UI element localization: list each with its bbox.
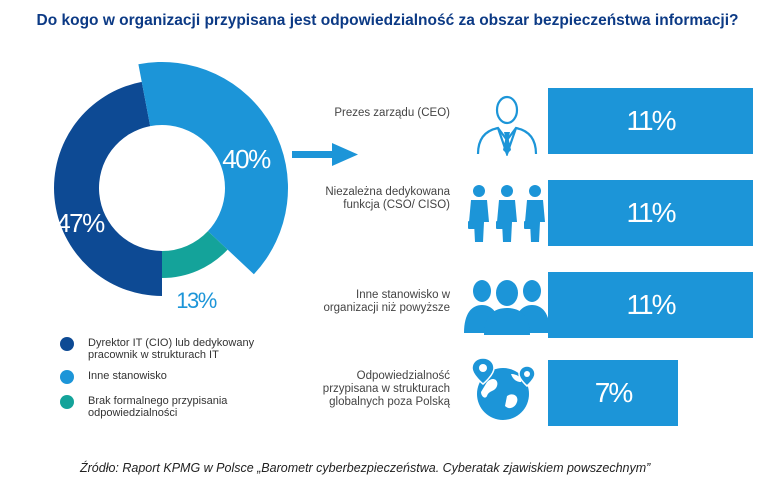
donut-slice-other [138, 61, 289, 275]
donut-value-label: 47% [56, 208, 105, 238]
chart-title: Do kogo w organizacji przypisana jest od… [36, 12, 739, 29]
legend-item-cio: Dyrektor IT (CIO) lub dedykowany pracown… [60, 337, 288, 361]
three-persons-icon [468, 185, 545, 242]
legend-swatch-light-blue [60, 370, 74, 384]
globe-pins-icon [471, 357, 536, 420]
bar-ceo: 11% [548, 88, 753, 154]
row-label-ceo: Prezes zarządu (CEO) [334, 107, 450, 119]
donut-value-label: 40% [222, 144, 271, 174]
legend-item-other: Inne stanowisko [60, 370, 288, 384]
donut-slice-none [162, 231, 228, 278]
legend-label: Inne stanowisko [88, 370, 167, 382]
arrow-right-icon [292, 143, 358, 166]
legend-item-none: Brak formalnego przypisania odpowiedzial… [60, 395, 268, 419]
legend-swatch-dark-blue [60, 337, 74, 351]
source-note: Źródło: Raport KPMG w Polsce „Barometr c… [80, 461, 651, 475]
row-label-other: Inne stanowisko w organizacji niż powyżs… [323, 289, 450, 314]
legend-label: Brak formalnego przypisania odpowiedzial… [88, 395, 228, 419]
donut-slice-cio [53, 81, 163, 296]
legend-swatch-teal [60, 395, 74, 409]
bar-global: 7% [548, 360, 678, 426]
ceo-person-icon [476, 95, 538, 156]
legend-label: Dyrektor IT (CIO) lub dedykowany pracown… [88, 337, 255, 361]
donut-chart: 47% 40% 13% [53, 61, 289, 313]
row-label-global: Odpowiedzialność przypisana w strukturac… [322, 370, 450, 408]
row-label-cso: Niezależna dedykowana funkcja (CSO/ CISO… [325, 186, 450, 211]
group-silhouette-icon [464, 280, 550, 335]
bar-cso: 11% [548, 180, 753, 246]
bar-other: 11% [548, 272, 753, 338]
donut-value-label: 13% [176, 288, 216, 313]
